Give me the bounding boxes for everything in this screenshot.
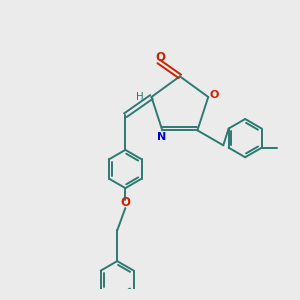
Text: O: O (120, 196, 130, 209)
Text: O: O (156, 51, 166, 64)
Text: O: O (209, 90, 219, 100)
Text: H: H (136, 92, 143, 102)
Text: N: N (157, 132, 167, 142)
